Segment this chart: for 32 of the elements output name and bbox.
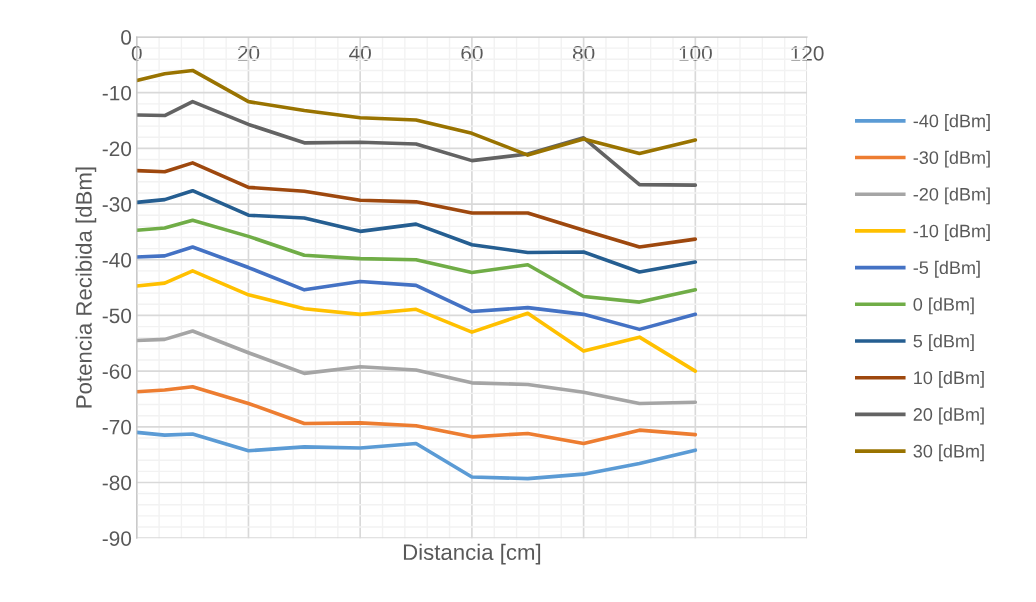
legend-label: 30 [dBm]	[913, 444, 984, 462]
legend-label: 10 [dBm]	[914, 370, 984, 388]
line-series	[136, 430, 698, 481]
legend-label: -20 [dBm]	[913, 187, 990, 205]
line-series	[136, 329, 698, 406]
line-series	[136, 384, 698, 446]
legend-label: -40 [dBm]	[913, 114, 990, 131]
legend-label: -30 [dBm]	[913, 150, 990, 168]
y-tick-label: -20	[102, 141, 132, 157]
y-tick-label: -30	[102, 197, 132, 212]
y-tick-label: -80	[102, 475, 132, 491]
y-tick-label: -50	[102, 308, 132, 324]
y-axis-title: Potencia Recibida [dBm]	[75, 167, 97, 408]
legend-label: -10 [dBm]	[913, 224, 990, 241]
y-tick-label: 0	[121, 30, 132, 45]
line-series	[136, 161, 698, 249]
line-series	[136, 245, 698, 332]
line-series	[136, 269, 698, 373]
legend-label: 5 [dBm]	[913, 334, 974, 352]
line-series	[136, 218, 698, 304]
legend-label: 20 [dBm]	[913, 407, 984, 425]
legend-label: 0 [dBm]	[913, 297, 974, 315]
y-tick-label: -70	[102, 419, 132, 435]
y-tick-label: -40	[102, 252, 132, 268]
legend-label: -5 [dBm]	[913, 260, 980, 278]
x-axis-title: Distancia [cm]	[403, 543, 541, 565]
y-tick-label: -90	[102, 531, 132, 546]
y-tick-label: -60	[102, 364, 132, 379]
line-series	[136, 68, 698, 157]
x-tick-label: 0	[131, 45, 142, 61]
line-series	[136, 188, 698, 274]
y-tick-label: -10	[102, 85, 132, 101]
